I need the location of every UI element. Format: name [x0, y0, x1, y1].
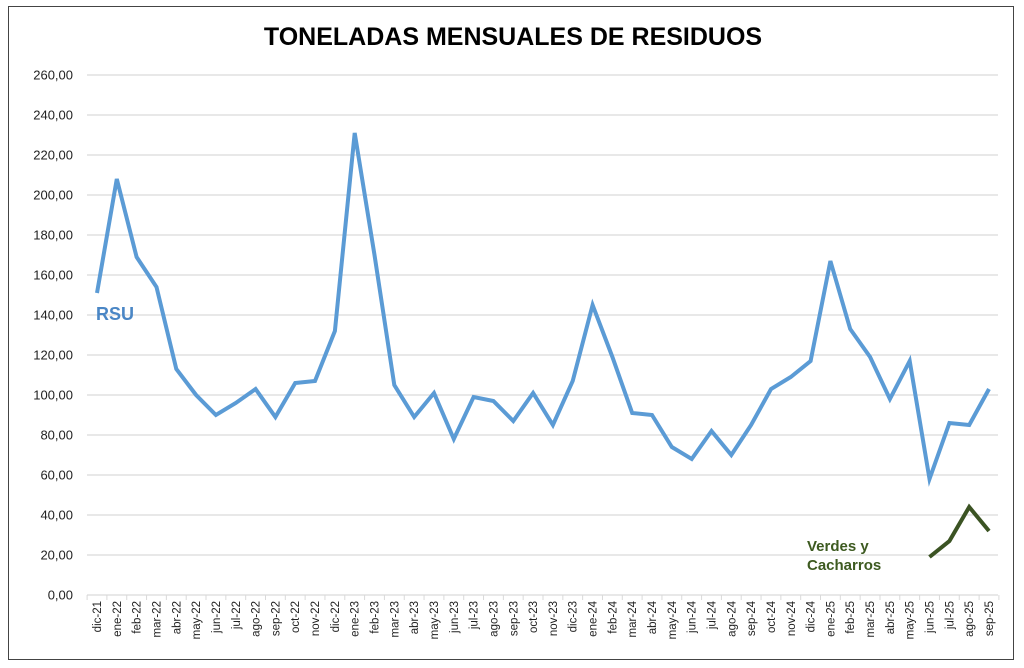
x-tick-label: mar-24 [627, 600, 639, 637]
x-tick-label: mar-22 [151, 601, 163, 637]
x-tick-label: abr-24 [647, 600, 659, 634]
x-tick-label: oct-23 [528, 601, 540, 633]
x-tick-label: abr-25 [885, 601, 897, 634]
y-tick-label: 0,00 [48, 588, 73, 603]
x-tick-label: jul-22 [231, 601, 243, 630]
y-tick-label: 220,00 [33, 148, 73, 163]
x-tick-label: feb-22 [132, 601, 144, 634]
x-tick-label: may-24 [667, 600, 679, 639]
x-tick-label: nov-22 [310, 601, 322, 636]
x-tick-label: may-22 [191, 601, 203, 639]
x-tick-label: dic-23 [568, 601, 580, 632]
x-tick-label: ago-25 [964, 601, 976, 637]
x-tick-label: jun-22 [211, 601, 223, 634]
x-tick-label: mar-23 [389, 601, 401, 637]
y-tick-label: 260,00 [33, 68, 73, 83]
x-tick-label: ene-25 [825, 601, 837, 637]
x-tick-label: dic-24 [806, 600, 818, 632]
x-tick-label: nov-24 [786, 600, 798, 636]
x-tick-label: jun-24 [687, 600, 699, 634]
x-tick-label: feb-23 [370, 601, 382, 634]
x-tick-label: oct-24 [766, 600, 778, 633]
x-tick-label: may-25 [905, 601, 917, 639]
y-tick-label: 140,00 [33, 308, 73, 323]
x-tick-label: nov-23 [548, 601, 560, 636]
x-tick-label: dic-22 [330, 601, 342, 632]
rsu-series-label: RSU [96, 304, 134, 324]
x-tick-label: jul-23 [469, 601, 481, 630]
series-line-verdes-y-cacharros [928, 503, 991, 559]
x-tick-label: feb-24 [607, 600, 619, 633]
y-tick-label: 180,00 [33, 228, 73, 243]
x-tick-label: ago-24 [726, 600, 738, 636]
x-tick-label: jun-23 [449, 601, 461, 634]
x-tick-label: ene-23 [350, 601, 362, 637]
chart-title: TONELADAS MENSUALES DE RESIDUOS [264, 23, 762, 51]
x-tick-label: dic-21 [92, 601, 104, 632]
x-tick-label: feb-25 [845, 601, 857, 634]
x-tick-label: may-23 [429, 601, 441, 639]
x-tick-label: abr-22 [171, 601, 183, 634]
x-tick-label: jul-24 [706, 600, 718, 630]
verdes-series-label-line1: Verdes y [807, 538, 869, 555]
x-tick-label: ene-22 [112, 601, 124, 637]
x-tick-label: abr-23 [409, 601, 421, 634]
y-tick-label: 160,00 [33, 268, 73, 283]
x-tick-label: jul-25 [944, 601, 956, 630]
verdes-series-label-line2: Cacharros [807, 557, 881, 574]
y-tick-label: 120,00 [33, 348, 73, 363]
y-tick-label: 100,00 [33, 388, 73, 403]
series-line-rsu [95, 132, 991, 487]
chart-frame [8, 6, 1014, 660]
y-tick-label: 80,00 [40, 428, 73, 443]
y-tick-label: 40,00 [40, 508, 73, 523]
y-tick-label: 200,00 [33, 188, 73, 203]
x-tick-label: ene-24 [588, 600, 600, 636]
x-tick-label: ago-22 [251, 601, 263, 637]
x-tick-label: sep-25 [984, 601, 996, 636]
x-tick-label: sep-22 [270, 601, 282, 636]
x-tick-label: mar-25 [865, 601, 877, 637]
x-tick-label: sep-23 [508, 601, 520, 636]
y-tick-label: 240,00 [33, 108, 73, 123]
x-tick-label: sep-24 [746, 600, 758, 636]
y-tick-label: 60,00 [40, 468, 73, 483]
x-tick-label: oct-22 [290, 601, 302, 633]
x-tick-label: ago-23 [488, 601, 500, 637]
y-tick-label: 20,00 [40, 548, 73, 563]
x-tick-label: jun-25 [925, 601, 937, 634]
